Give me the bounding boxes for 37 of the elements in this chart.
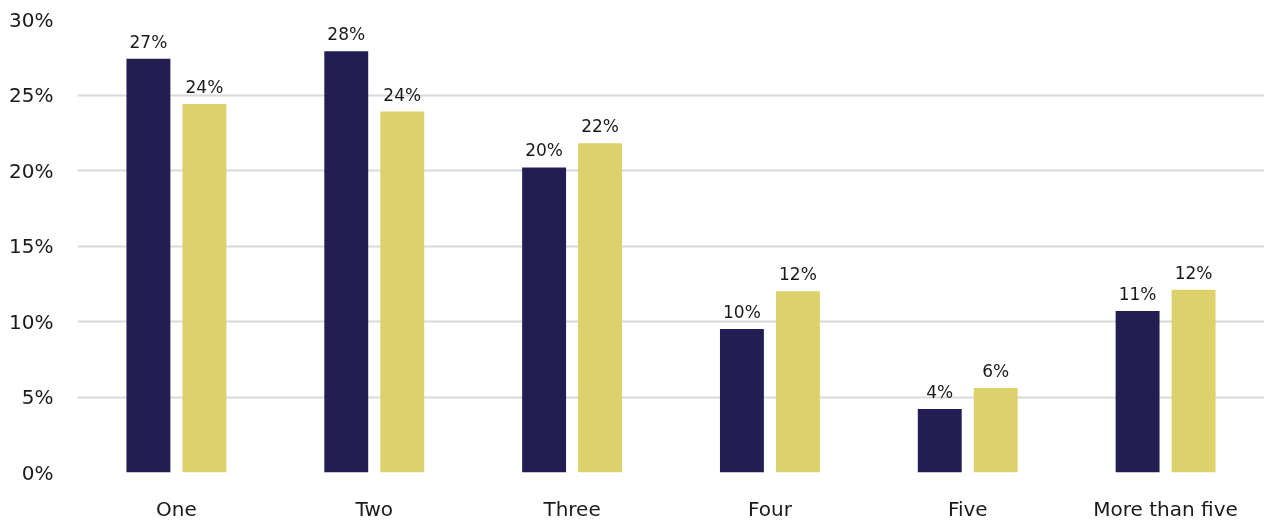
x-tick-label: Four [747,496,793,521]
y-tick-label: 20% [9,158,54,183]
data-label: 24% [185,77,224,98]
data-label: 20% [525,140,563,161]
data-label: 12% [1174,262,1213,283]
bar [380,111,425,473]
y-tick-label: 25% [9,83,54,107]
data-label: 4% [926,382,954,403]
x-tick-label: More than five [1093,496,1238,521]
bar [917,409,962,473]
bar [973,387,1018,473]
x-tick-label: Five [947,496,988,521]
y-tick-label: 5% [21,385,54,409]
x-tick-label: Three [542,496,601,521]
x-tick-label: One [156,496,197,521]
y-tick-label: 0% [21,460,54,485]
bar [775,291,820,473]
bar [1171,289,1216,473]
data-label: 11% [1118,283,1157,304]
data-label: 28% [327,24,366,45]
data-label: 27% [129,31,168,52]
bar [719,329,764,473]
data-label: 6% [982,360,1010,381]
bar [578,143,623,473]
y-tick-label: 15% [9,234,54,258]
bar [1115,310,1160,473]
x-tick-label: Two [354,496,393,521]
y-tick-label: 10% [9,309,54,334]
bar [182,104,227,473]
bar [522,167,567,473]
data-label: 22% [581,116,619,137]
data-label: 24% [383,84,422,105]
data-label: 12% [779,264,817,285]
y-tick-label: 30% [9,7,54,32]
bar [126,58,171,473]
data-label: 10% [723,302,761,323]
bar [324,51,369,473]
